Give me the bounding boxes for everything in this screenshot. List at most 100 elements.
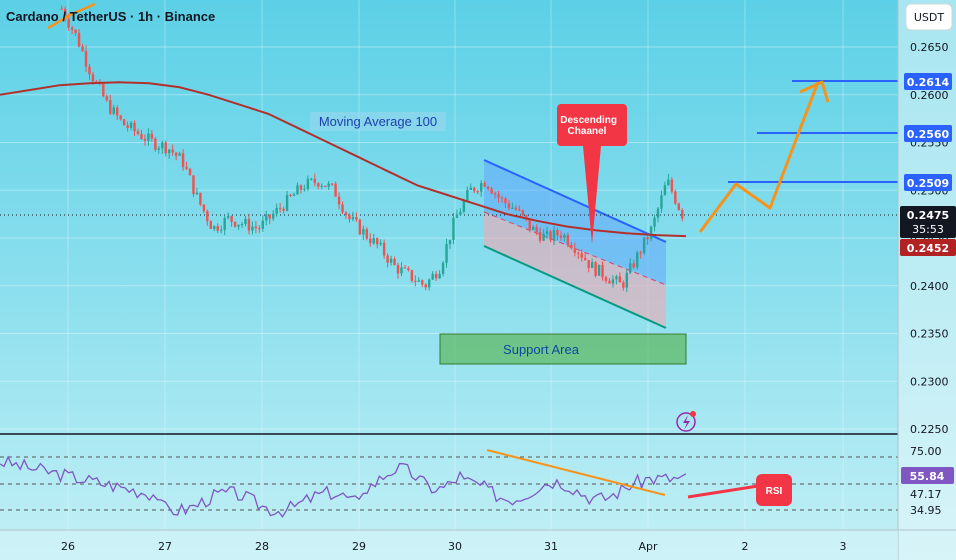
price-tick-label: 0.2300	[910, 375, 949, 388]
ma-100-line	[0, 81, 687, 238]
level-tag-1-text: 0.2614	[907, 76, 950, 89]
level-tag-2[interactable]	[904, 125, 952, 142]
rsi-tick-47: 47.17	[910, 488, 942, 501]
candle-body	[296, 185, 299, 195]
channel-callout-text: Descending Chaanel	[560, 115, 619, 137]
candle-body	[622, 282, 625, 288]
candle-body	[337, 196, 341, 205]
level-tag-3[interactable]	[904, 174, 952, 191]
candle-body	[583, 257, 587, 261]
rsi-callout[interactable]	[756, 474, 792, 506]
price-tick-label: 0.2600	[910, 89, 949, 102]
time-tick-label: 2	[742, 540, 749, 553]
candle-body	[251, 226, 254, 231]
candle-body	[407, 268, 410, 271]
rsi-current-tag[interactable]	[901, 467, 954, 484]
candle-body	[535, 226, 538, 233]
candle-body	[473, 187, 476, 192]
candle-body	[278, 207, 282, 209]
candle-body	[358, 219, 362, 235]
candle-body	[566, 235, 570, 246]
candle-body	[209, 221, 213, 229]
rsi-line	[0, 455, 687, 518]
candle-body	[504, 198, 507, 204]
rsi-tick-34: 34.95	[910, 504, 942, 517]
candle-body	[317, 183, 320, 187]
candle-body	[206, 211, 209, 222]
time-tick-label: 31	[544, 540, 558, 553]
candle-body	[289, 194, 292, 196]
candle-body	[313, 178, 317, 184]
candle-body	[414, 280, 417, 282]
candle-body	[126, 125, 129, 128]
candles	[60, 5, 684, 293]
time-tick-label: 26	[61, 540, 75, 553]
candle-body	[674, 191, 677, 204]
price-tick-label: 0.2250	[910, 423, 949, 436]
callout-word-2: Chaanel	[568, 126, 607, 137]
flash-icon-bolt	[683, 415, 690, 430]
ma-value-tag[interactable]	[900, 239, 956, 256]
support-area-box[interactable]	[439, 333, 687, 365]
candle-body	[525, 215, 528, 220]
channel-upper-line[interactable]	[483, 159, 667, 243]
candle-body	[282, 208, 285, 211]
candle-body	[459, 211, 462, 215]
candle-body	[185, 166, 188, 169]
candle-body	[223, 217, 226, 230]
candle-body	[393, 258, 396, 265]
current-price-tag[interactable]	[900, 206, 956, 238]
price-tick-label: 0.2650	[910, 41, 949, 54]
projection-path[interactable]	[698, 81, 820, 233]
candle-body	[292, 194, 296, 196]
time-tick-label: 30	[448, 540, 462, 553]
candle-body	[677, 203, 681, 210]
candle-body	[88, 66, 91, 75]
candle-body	[545, 231, 549, 234]
candle-body	[514, 207, 518, 210]
candle-body	[362, 229, 365, 235]
candle-body	[154, 138, 157, 150]
candle-body	[112, 107, 115, 114]
candle-body	[483, 182, 486, 187]
candle-body	[452, 217, 455, 240]
candle-body	[164, 142, 167, 154]
candle-body	[67, 18, 70, 28]
candle-body	[341, 204, 344, 213]
level-tag-3-text: 0.2509	[907, 177, 949, 190]
currency-button[interactable]	[905, 3, 953, 31]
candle-body	[611, 279, 615, 284]
rsi-divergence-line[interactable]	[486, 449, 666, 496]
candle-body	[351, 217, 355, 220]
candle-body	[531, 226, 535, 230]
candle-body	[396, 264, 400, 274]
time-tick-label: 28	[255, 540, 269, 553]
candle-body	[74, 29, 77, 33]
candle-body	[629, 263, 632, 273]
rsi-pointer-line	[687, 484, 759, 499]
candle-body	[157, 148, 161, 150]
candle-body	[199, 192, 202, 205]
candle-body	[590, 262, 594, 269]
candle-body	[649, 226, 653, 240]
candle-body	[299, 185, 303, 190]
candle-body	[147, 133, 150, 141]
candle-body	[303, 188, 306, 190]
prior-projection-line	[47, 2, 96, 30]
candle-body	[410, 270, 414, 281]
candle-body	[615, 276, 618, 280]
candle-body	[167, 149, 171, 154]
candle-body	[556, 230, 559, 236]
candle-body	[60, 8, 63, 10]
channel-callout[interactable]	[557, 104, 627, 244]
candle-body	[230, 216, 233, 222]
flash-icon[interactable]	[676, 412, 696, 432]
channel-lower-line[interactable]	[483, 245, 667, 329]
candle-body	[129, 122, 133, 128]
candle-body	[119, 115, 122, 120]
candle-body	[192, 175, 195, 195]
price-tick-label: 0.2400	[910, 280, 949, 293]
candle-body	[497, 193, 500, 198]
level-tag-1[interactable]	[904, 73, 952, 90]
